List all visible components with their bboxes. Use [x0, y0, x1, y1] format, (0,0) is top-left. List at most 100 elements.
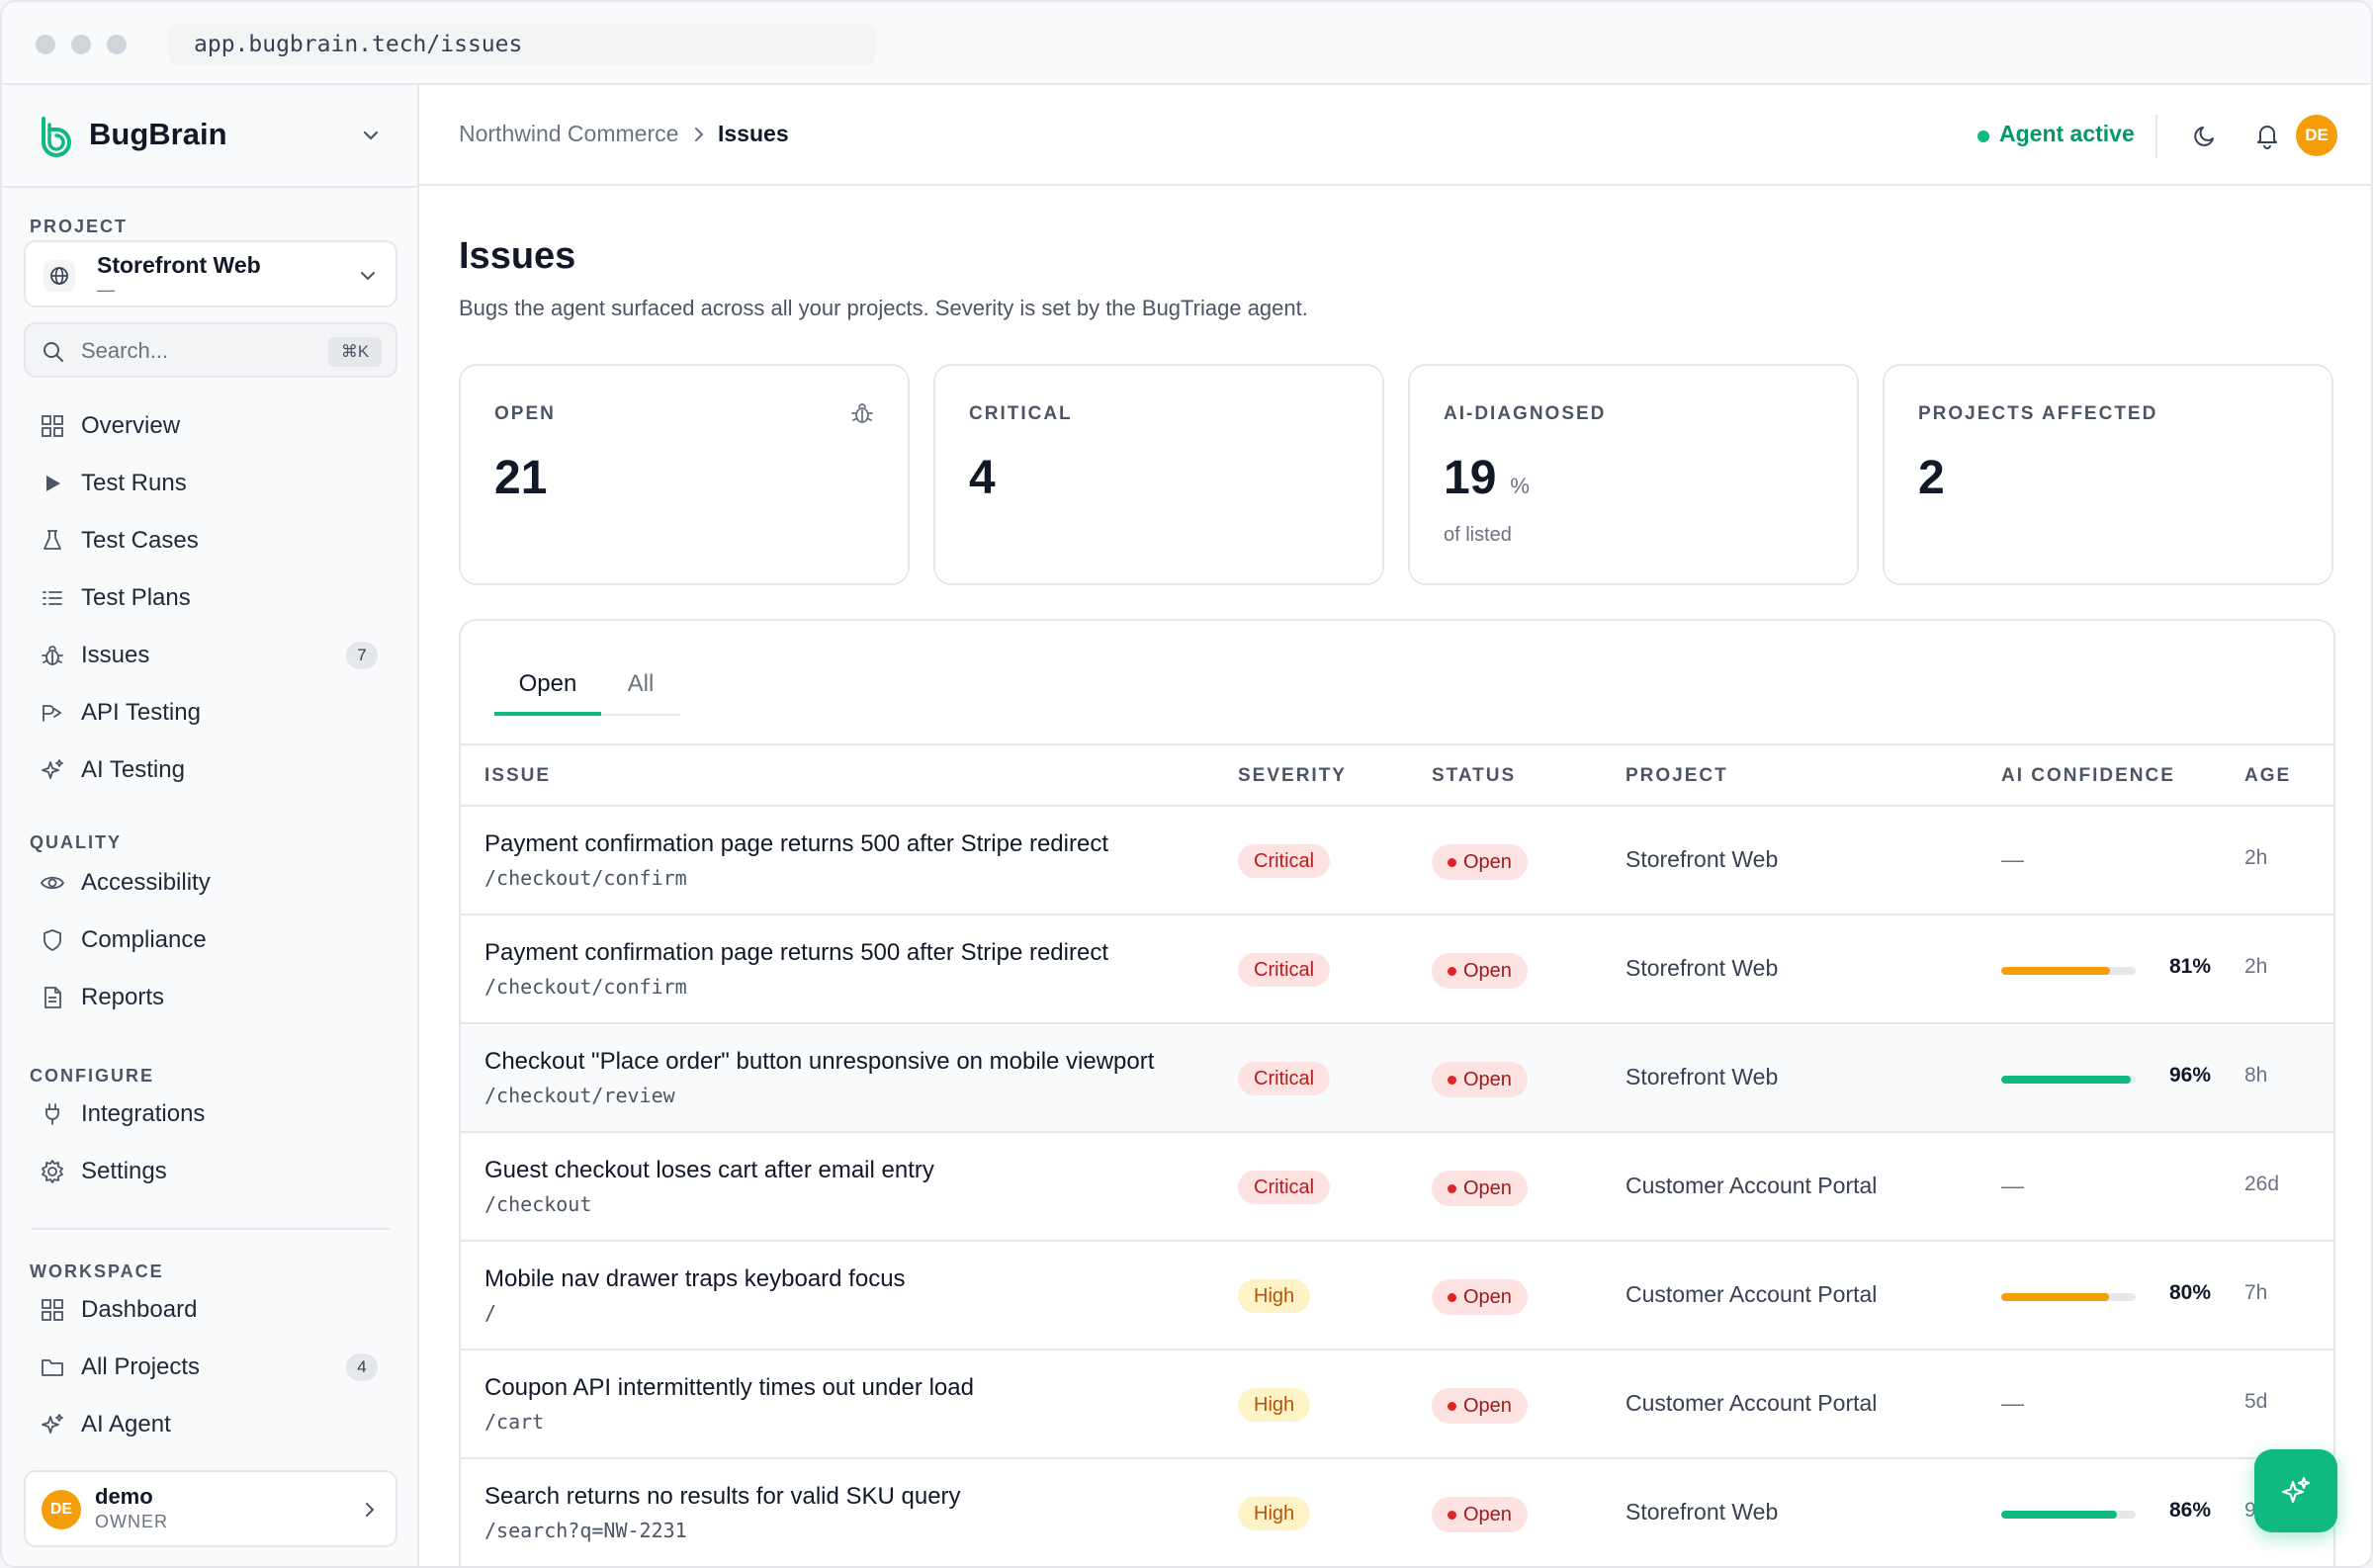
project-name-cell: Storefront Web — [1626, 846, 1779, 872]
issue-title[interactable]: Coupon API intermittently times out unde… — [484, 1374, 974, 1401]
grid-icon — [42, 1299, 63, 1321]
stat-value: 2 — [1918, 452, 1945, 504]
address-bar[interactable]: app.bugbrain.tech/issues — [168, 24, 876, 65]
issue-path: /checkout/review — [484, 1084, 675, 1107]
window-close-dot[interactable] — [36, 35, 55, 54]
chevron-right-icon — [366, 1503, 375, 1517]
sidebar-item-compliance[interactable]: Compliance — [24, 915, 397, 963]
column-header-project[interactable]: PROJECT — [1626, 765, 1728, 786]
ai-confidence-fill — [2001, 967, 2111, 975]
stat-unit: % — [1510, 474, 1530, 498]
table-row[interactable]: Checkout "Place order" button unresponsi… — [461, 1026, 2333, 1133]
stat-label: CRITICAL — [969, 403, 1073, 424]
sidebar-item-overview[interactable]: Overview — [24, 401, 397, 449]
table-row[interactable]: Coupon API intermittently times out unde… — [461, 1352, 2333, 1459]
project-name-cell: Storefront Web — [1626, 1064, 1779, 1089]
sidebar-item-label: Test Runs — [81, 470, 187, 496]
ai-confidence-empty: — — [2001, 846, 2024, 872]
ai-confidence-fill — [2001, 1511, 2117, 1519]
eye-icon — [40, 876, 65, 890]
sidebar-item-label: Reports — [81, 984, 165, 1010]
bugbrain-logo-icon — [42, 117, 71, 157]
window-minimize-dot[interactable] — [71, 35, 91, 54]
tab-open[interactable]: Open — [494, 666, 601, 716]
column-header-issue[interactable]: ISSUE — [484, 765, 552, 786]
top-header: Northwind Commerce Issues Agent active D… — [419, 85, 2371, 186]
severity-badge: Critical — [1238, 844, 1331, 878]
sidebar-item-all-projects[interactable]: All Projects 4 — [24, 1343, 397, 1390]
bell-icon[interactable] — [2252, 121, 2282, 150]
status-badge: Open — [1432, 1062, 1528, 1097]
column-header-severity[interactable]: SEVERITY — [1238, 765, 1347, 786]
search-input[interactable] — [81, 334, 299, 368]
status-dot — [1448, 1511, 1456, 1520]
project-name-cell: Customer Account Portal — [1626, 1390, 1878, 1416]
issue-title[interactable]: Payment confirmation page returns 500 af… — [484, 830, 1108, 857]
table-row[interactable]: Guest checkout loses cart after email en… — [461, 1135, 2333, 1242]
issue-title[interactable]: Payment confirmation page returns 500 af… — [484, 939, 1108, 966]
table-row[interactable]: Payment confirmation page returns 500 af… — [461, 809, 2333, 915]
search-shortcut-badge: ⌘K — [328, 337, 382, 367]
sidebar-item-accessibility[interactable]: Accessibility — [24, 858, 397, 906]
ai-confidence-bar — [2001, 1511, 2136, 1519]
issue-title[interactable]: Search returns no results for valid SKU … — [484, 1483, 961, 1510]
sidebar-item-dashboard[interactable]: Dashboard — [24, 1285, 397, 1333]
sidebar-item-settings[interactable]: Settings — [24, 1147, 397, 1194]
issue-path: /checkout/confirm — [484, 866, 687, 890]
stat-card-critical: CRITICAL 4 — [933, 364, 1384, 585]
brand-switcher[interactable]: BugBrain — [2, 85, 417, 188]
ai-confidence-bar — [2001, 1293, 2136, 1301]
sidebar-item-test-runs[interactable]: Test Runs — [24, 459, 397, 506]
status-badge: Open — [1432, 1388, 1528, 1424]
tab-all[interactable]: All — [601, 666, 680, 716]
sidebar-item-ai-agent[interactable]: AI Agent — [24, 1400, 397, 1447]
breadcrumb-workspace[interactable]: Northwind Commerce — [459, 121, 679, 146]
moon-icon[interactable] — [2191, 121, 2221, 150]
window-maximize-dot[interactable] — [107, 35, 127, 54]
api-icon — [43, 705, 62, 722]
project-name: Storefront Web — [97, 252, 261, 278]
column-header-status[interactable]: STATUS — [1432, 765, 1517, 786]
sidebar-item-api-testing[interactable]: API Testing — [24, 688, 397, 736]
shield-icon — [44, 929, 61, 951]
project-selector[interactable]: Storefront Web — — [24, 240, 397, 307]
folder-icon — [42, 1359, 63, 1376]
sidebar-search: ⌘K — [24, 322, 397, 378]
project-name-cell: Customer Account Portal — [1626, 1173, 1878, 1198]
status-badge: Open — [1432, 1279, 1528, 1315]
age-cell: 5d — [2244, 1390, 2268, 1413]
column-header-age[interactable]: AGE — [2244, 765, 2292, 786]
agent-status[interactable]: Agent active — [1999, 121, 2135, 146]
issue-title[interactable]: Guest checkout loses cart after email en… — [484, 1157, 934, 1183]
sidebar-item-test-cases[interactable]: Test Cases — [24, 516, 397, 564]
stat-card-ai-diagnosed: AI-DIAGNOSED 19% of listed — [1408, 364, 1859, 585]
sidebar-item-reports[interactable]: Reports — [24, 973, 397, 1020]
configure-section-label: CONFIGURE — [30, 1066, 154, 1086]
table-row[interactable]: Search returns no results for valid SKU … — [461, 1461, 2333, 1566]
table-row[interactable]: Payment confirmation page returns 500 af… — [461, 917, 2333, 1024]
issue-title[interactable]: Mobile nav drawer traps keyboard focus — [484, 1265, 906, 1292]
issue-path: /search?q=NW-2231 — [484, 1519, 687, 1542]
status-dot — [1448, 1402, 1456, 1411]
status-badge: Open — [1432, 1497, 1528, 1532]
sidebar-item-label: AI Agent — [81, 1411, 171, 1437]
user-menu[interactable]: DE demo OWNER — [24, 1470, 397, 1547]
sidebar-item-test-plans[interactable]: Test Plans — [24, 573, 397, 621]
sidebar-item-issues[interactable]: Issues 7 — [24, 631, 397, 678]
age-cell: 26d — [2244, 1173, 2280, 1195]
issue-title[interactable]: Checkout "Place order" button unresponsi… — [484, 1048, 1155, 1075]
age-cell: 2h — [2244, 846, 2268, 869]
gear-icon — [42, 1160, 63, 1183]
sidebar-item-integrations[interactable]: Integrations — [24, 1089, 397, 1137]
column-header-ai-confidence[interactable]: AI CONFIDENCE — [2001, 765, 2175, 786]
breadcrumb-current: Issues — [718, 121, 789, 146]
sidebar-item-ai-testing[interactable]: AI Testing — [24, 745, 397, 793]
severity-badge: Critical — [1238, 1062, 1331, 1095]
avatar[interactable]: DE — [2296, 115, 2337, 156]
ai-confidence-empty: — — [2001, 1173, 2024, 1198]
ai-confidence-value: 80% — [2168, 1281, 2211, 1304]
ai-confidence-fill — [2001, 1076, 2131, 1084]
ai-assistant-button[interactable] — [2254, 1449, 2337, 1532]
table-row[interactable]: Mobile nav drawer traps keyboard focus /… — [461, 1244, 2333, 1350]
